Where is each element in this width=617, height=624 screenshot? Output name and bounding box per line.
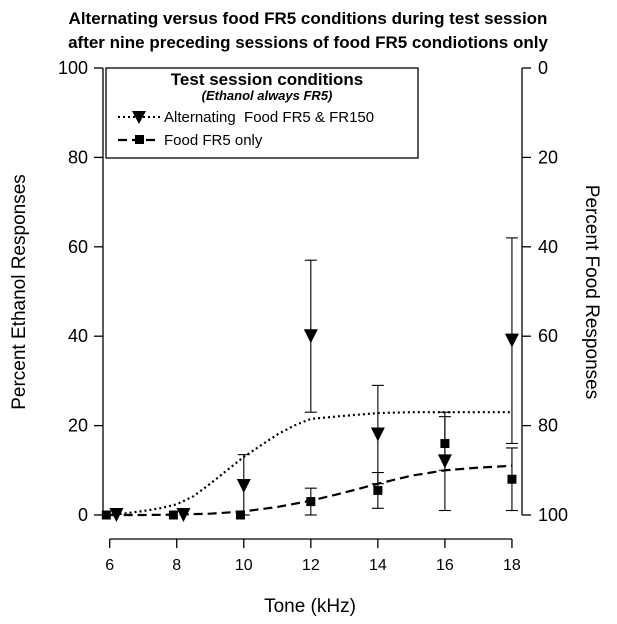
- chart-title-line2: after nine preceding sessions of food FR…: [68, 33, 548, 52]
- marker-alternating: [437, 454, 452, 469]
- chart-title-line1: Alternating versus food FR5 conditions d…: [69, 9, 548, 28]
- y-left-tick-label: 60: [68, 237, 88, 257]
- y-right-tick-label: 20: [538, 147, 558, 167]
- fit-line-alternating: [109, 411, 512, 517]
- y-right-tick-label: 100: [538, 505, 568, 525]
- marker-food: [306, 497, 316, 507]
- marker-food: [101, 510, 111, 520]
- x-tick-label: 8: [172, 557, 181, 574]
- x-tick-label: 14: [369, 557, 387, 574]
- y-axis-label-right: Percent Food Responses: [581, 185, 602, 399]
- axes: 0 20 40 60 80 100 100 80 60 40 20 0 6 8 10 12 14 16 18: [58, 58, 568, 574]
- y-left-tick-label: 100: [58, 58, 88, 78]
- x-tick-label: 18: [503, 557, 521, 574]
- legend-box: [105, 67, 419, 159]
- error-bars: [237, 237, 518, 516]
- marker-food: [168, 510, 178, 520]
- marker-alternating: [303, 329, 318, 344]
- legend-marker-alternating: [132, 111, 146, 124]
- x-tick-label: 16: [436, 557, 454, 574]
- y-right-tick-label: 40: [538, 237, 558, 257]
- x-tick-label: 6: [105, 557, 114, 574]
- y-left-tick-label: 40: [68, 326, 88, 346]
- marker-alternating: [504, 333, 519, 348]
- legend-subtitle: (Ethanol always FR5): [202, 88, 333, 103]
- marker-alternating: [109, 508, 124, 522]
- y-left-tick-label: 20: [68, 416, 88, 436]
- marker-food: [440, 438, 450, 448]
- legend-label-alternating: Alternating Food FR5 & FR150: [164, 109, 374, 126]
- legend: Test session conditions (Ethanol always …: [105, 67, 419, 159]
- marker-food: [373, 485, 383, 495]
- legend-marker-food: [135, 135, 144, 144]
- y-left-tick-label: 80: [68, 147, 88, 167]
- marker-food: [235, 510, 245, 520]
- y-right-tick-label: 60: [538, 326, 558, 346]
- y-right-tick-label: 80: [538, 416, 558, 436]
- y-right-tick-label: 0: [538, 58, 548, 78]
- x-axis-label: Tone (kHz): [264, 596, 356, 617]
- data-markers: [101, 329, 519, 522]
- legend-label-food: Food FR5 only: [164, 132, 263, 149]
- marker-food: [507, 474, 517, 484]
- marker-alternating: [236, 478, 251, 493]
- y-axis-label-left: Percent Ethanol Responses: [9, 174, 30, 410]
- y-left-tick-label: 0: [78, 505, 88, 525]
- marker-alternating: [370, 427, 385, 442]
- x-tick-label: 10: [235, 557, 253, 574]
- marker-alternating: [176, 508, 191, 522]
- x-tick-label: 12: [302, 557, 320, 574]
- legend-title: Test session conditions: [171, 70, 363, 89]
